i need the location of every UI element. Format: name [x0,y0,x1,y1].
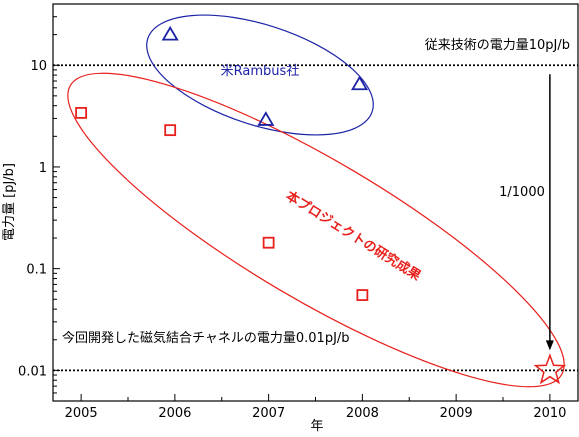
rambus-ellipse [146,14,374,136]
triangle-marker [161,25,179,41]
y-tick-label: 0.1 [26,263,47,278]
x-tick-label: 2009 [440,406,473,421]
square-marker [164,124,177,137]
ref-line-bottom-label: 今回開発した磁気結合チャネルの電力量0.01pJ/b [62,330,350,346]
x-tick-label: 2005 [65,406,98,421]
y-tick-label: 0.01 [18,364,47,379]
arrow-head [545,340,554,351]
triangle-marker [350,75,369,91]
x-axis-label: 年 [310,419,323,434]
series-label-rambus: 米Rambus社 [221,63,300,79]
square-marker [262,236,275,249]
axes: 0.01 0.1 1 10 2005 2006 2007 2008 2009 2010 [18,3,579,421]
x-tick-label: 2010 [533,406,566,421]
group-ellipses [67,14,565,388]
square-marker [75,106,88,119]
data-points [75,25,567,385]
x-tick-label: 2007 [252,406,285,421]
ref-line-top-label: 従来技術の電力量10pJ/b [425,38,570,53]
y-tick-label: 1 [39,161,47,176]
square-marker [356,289,369,301]
y-tick-label: 10 [30,59,47,74]
y-axis-label: 電力量 [pJ/b] [2,163,17,241]
reduction-arrow [545,74,554,351]
star-marker [533,353,567,385]
x-tick-label: 2008 [346,406,379,421]
triangle-marker [257,111,275,126]
x-tick-label: 2006 [158,406,191,421]
series-label-project: 本プロジェクトの研究成果 [283,188,424,284]
reference-lines [53,64,578,372]
project-ellipse [67,72,565,388]
arrow-label: 1/1000 [499,185,545,200]
